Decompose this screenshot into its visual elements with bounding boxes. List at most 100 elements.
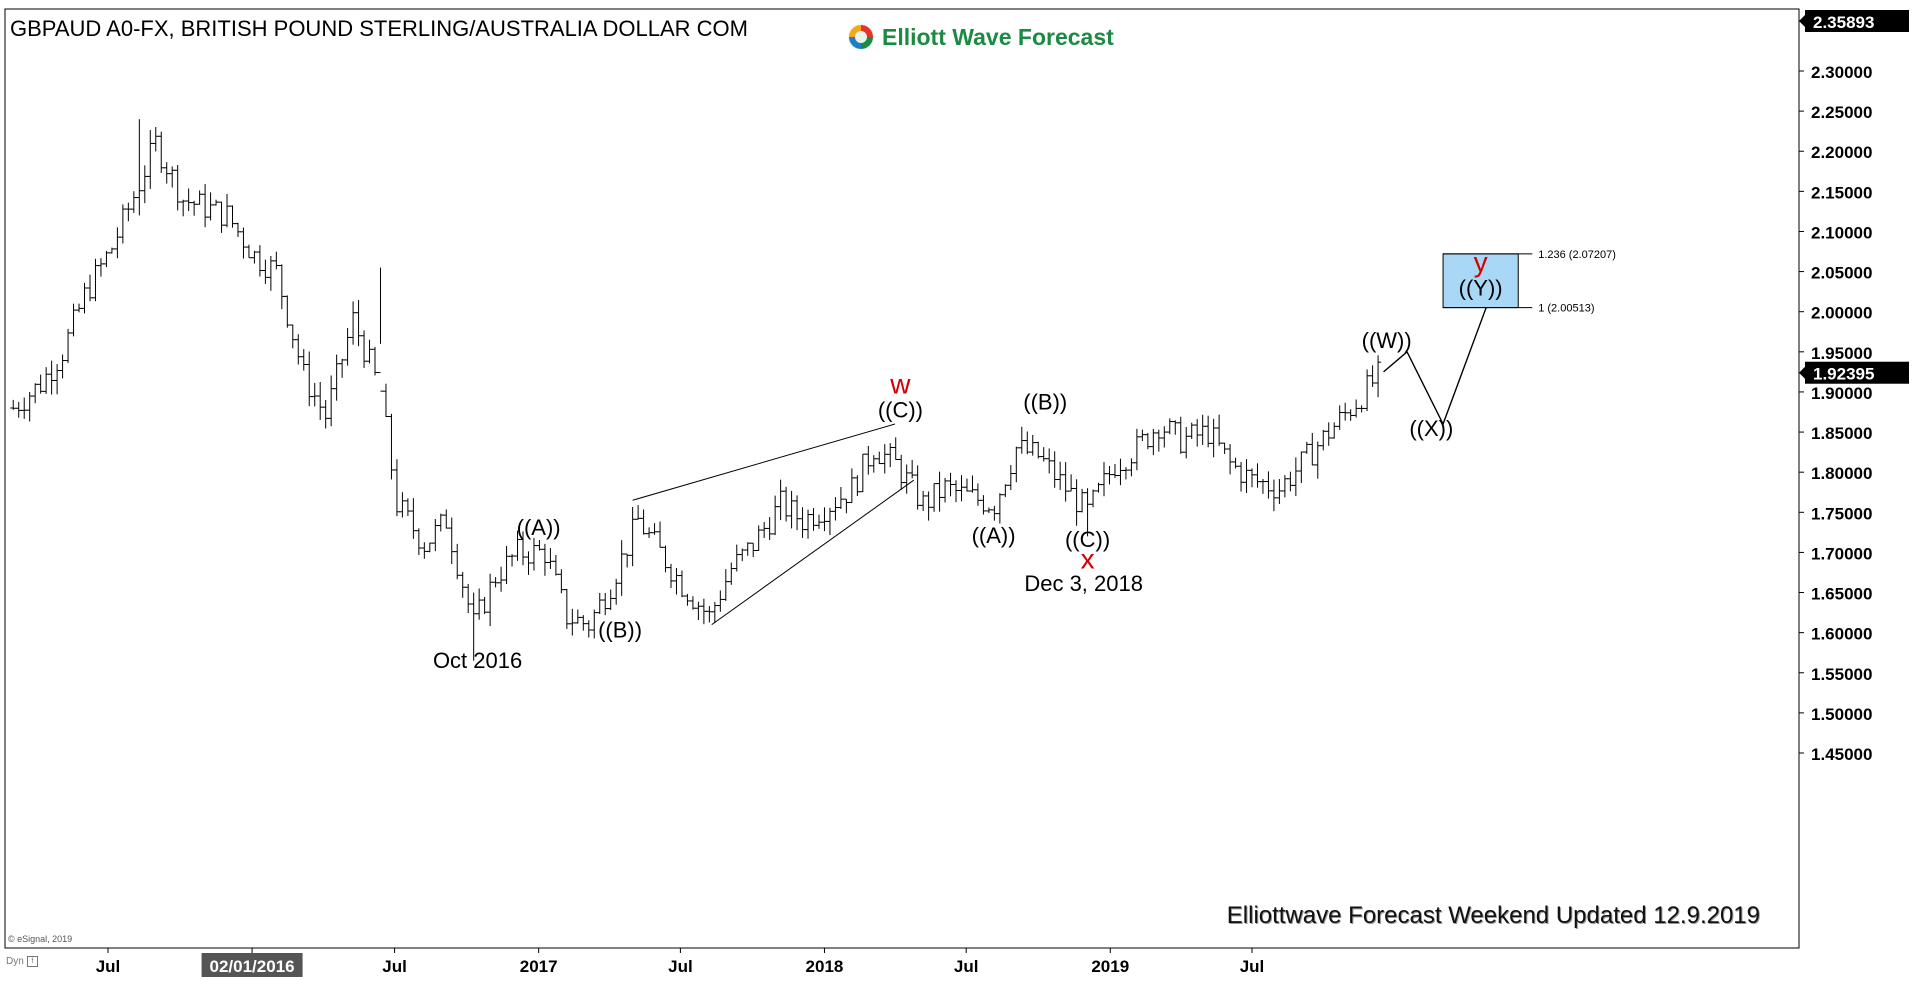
wave-label: ((A)) bbox=[972, 523, 1016, 548]
y-tick-label: 1.80000 bbox=[1811, 464, 1872, 483]
wave-label: ((X)) bbox=[1409, 416, 1453, 441]
ohlc-bar bbox=[125, 202, 132, 222]
ohlc-bar bbox=[684, 593, 691, 606]
ohlc-bar bbox=[1013, 446, 1020, 483]
ohlc-bar bbox=[607, 589, 614, 611]
ohlc-bar bbox=[657, 521, 664, 548]
wave-label: ((Y)) bbox=[1459, 276, 1503, 301]
ohlc-bar bbox=[295, 334, 302, 365]
price-axis[interactable]: 2.30000 2.25000 2.20000 2.15000 2.10000 2.050… bbox=[1799, 10, 1909, 764]
ohlc-bar bbox=[920, 491, 927, 511]
ohlc-bar bbox=[837, 487, 844, 509]
ohlc-bar bbox=[689, 596, 696, 610]
y-tick-label: 1.95000 bbox=[1811, 344, 1872, 363]
y-tick-label: 1.60000 bbox=[1811, 625, 1872, 644]
time-axis[interactable]: Jul 02/01/2016 Jul 2017 Jul 2018 Jul 2019 Jul bbox=[96, 948, 1265, 977]
dyn-indicator[interactable]: Dyn f bbox=[6, 956, 38, 967]
ohlc-bar bbox=[21, 397, 28, 419]
ohlc-bar bbox=[591, 609, 598, 639]
ohlc-bar bbox=[602, 593, 609, 616]
ohlc-bar bbox=[865, 445, 872, 475]
ohlc-bar bbox=[322, 399, 329, 429]
fit-icon[interactable]: f bbox=[26, 956, 38, 967]
ohlc-bar bbox=[1161, 426, 1168, 448]
ohlc-bar bbox=[234, 222, 241, 237]
y-tick-label: 2.20000 bbox=[1811, 143, 1872, 162]
ohlc-bar bbox=[580, 615, 587, 631]
ohlc-bar bbox=[1095, 482, 1102, 493]
ohlc-bar bbox=[1221, 442, 1228, 454]
ohlc-bar bbox=[558, 569, 565, 594]
ohlc-bar bbox=[673, 567, 680, 595]
ohlc-bar bbox=[229, 205, 236, 228]
plot-area-border bbox=[4, 8, 1800, 949]
wave-label: ((A)) bbox=[517, 515, 561, 540]
ohlc-bar bbox=[881, 444, 888, 474]
y-tick-label: 2.30000 bbox=[1811, 63, 1872, 82]
ohlc-bar bbox=[887, 443, 894, 468]
ohlc-bar bbox=[618, 540, 625, 596]
ohlc-bar bbox=[925, 491, 932, 521]
ohlc-bar bbox=[158, 131, 165, 173]
ohlc-bar bbox=[103, 250, 110, 268]
trendline[interactable] bbox=[632, 423, 896, 501]
ohlc-bar bbox=[1090, 489, 1097, 508]
ohlc-bar bbox=[706, 606, 713, 623]
y-tick-label: 1.65000 bbox=[1811, 585, 1872, 604]
ohlc-bar bbox=[585, 620, 592, 638]
ohlc-bar bbox=[1111, 464, 1118, 478]
ohlc-bar bbox=[377, 267, 384, 392]
ohlc-bar bbox=[821, 507, 828, 532]
x-tick-label: 2017 bbox=[520, 957, 558, 976]
fib-label-1236: 1.236 (2.07207) bbox=[1538, 249, 1616, 261]
y-tick-label: 2.25000 bbox=[1811, 103, 1872, 122]
trendline[interactable] bbox=[711, 479, 915, 626]
ohlc-bar bbox=[333, 354, 340, 401]
y-tick-label: 1.45000 bbox=[1811, 745, 1872, 764]
ohlc-bar bbox=[667, 563, 674, 589]
target-zone[interactable] bbox=[1442, 253, 1519, 309]
ohlc-bar bbox=[914, 465, 921, 510]
ohlc-bar bbox=[722, 569, 729, 601]
ohlc-bar bbox=[114, 227, 121, 259]
ohlc-bar bbox=[1035, 441, 1042, 459]
ohlc-bar bbox=[563, 588, 570, 629]
ohlc-bar bbox=[284, 295, 291, 328]
update-note: Elliottwave Forecast Weekend Updated 12.… bbox=[1226, 902, 1760, 929]
wave-label: ((C)) bbox=[1065, 527, 1110, 552]
ohlc-bar bbox=[788, 490, 795, 529]
wave-label: y bbox=[1474, 247, 1488, 278]
y-tick-label: 1.75000 bbox=[1811, 504, 1872, 523]
ohlc-bar bbox=[903, 464, 910, 494]
y-tick-label: 1.70000 bbox=[1811, 544, 1872, 563]
ohlc-bar bbox=[1007, 465, 1014, 490]
ohlc-bar bbox=[1342, 402, 1349, 421]
wave-label: ((B)) bbox=[598, 617, 642, 642]
ohlc-bar bbox=[613, 578, 620, 605]
instrument-title: GBPAUD A0-FX, BRITISH POUND STERLING/AUS… bbox=[10, 16, 748, 41]
ohlc-bar bbox=[185, 188, 192, 212]
ohlc-bar bbox=[942, 477, 949, 503]
ohlc-bar bbox=[1166, 418, 1173, 435]
ohlc-bar bbox=[783, 486, 790, 522]
ohlc-bar bbox=[1051, 451, 1058, 488]
ohlc-bar bbox=[799, 507, 806, 538]
ohlc-bar bbox=[273, 251, 280, 270]
ohlc-bar bbox=[289, 324, 296, 349]
ohlc-bar bbox=[530, 537, 537, 571]
ohlc-bar bbox=[678, 570, 685, 598]
ohlc-bar bbox=[991, 505, 998, 521]
ohlc-bar bbox=[1227, 444, 1234, 475]
ohlc-bar bbox=[317, 382, 324, 420]
ohlc-bar bbox=[65, 328, 72, 364]
y-tick-label: 1.90000 bbox=[1811, 384, 1872, 403]
ohlc-bar bbox=[624, 553, 631, 568]
ohlc-bar bbox=[635, 505, 642, 520]
ohlc-bar bbox=[1287, 471, 1294, 492]
ohlc-bar bbox=[147, 130, 154, 189]
ohlc-bar bbox=[86, 274, 93, 302]
ohlc-bars bbox=[10, 119, 1382, 661]
ohlc-bar bbox=[130, 191, 137, 213]
ohlc-bar bbox=[415, 528, 422, 556]
